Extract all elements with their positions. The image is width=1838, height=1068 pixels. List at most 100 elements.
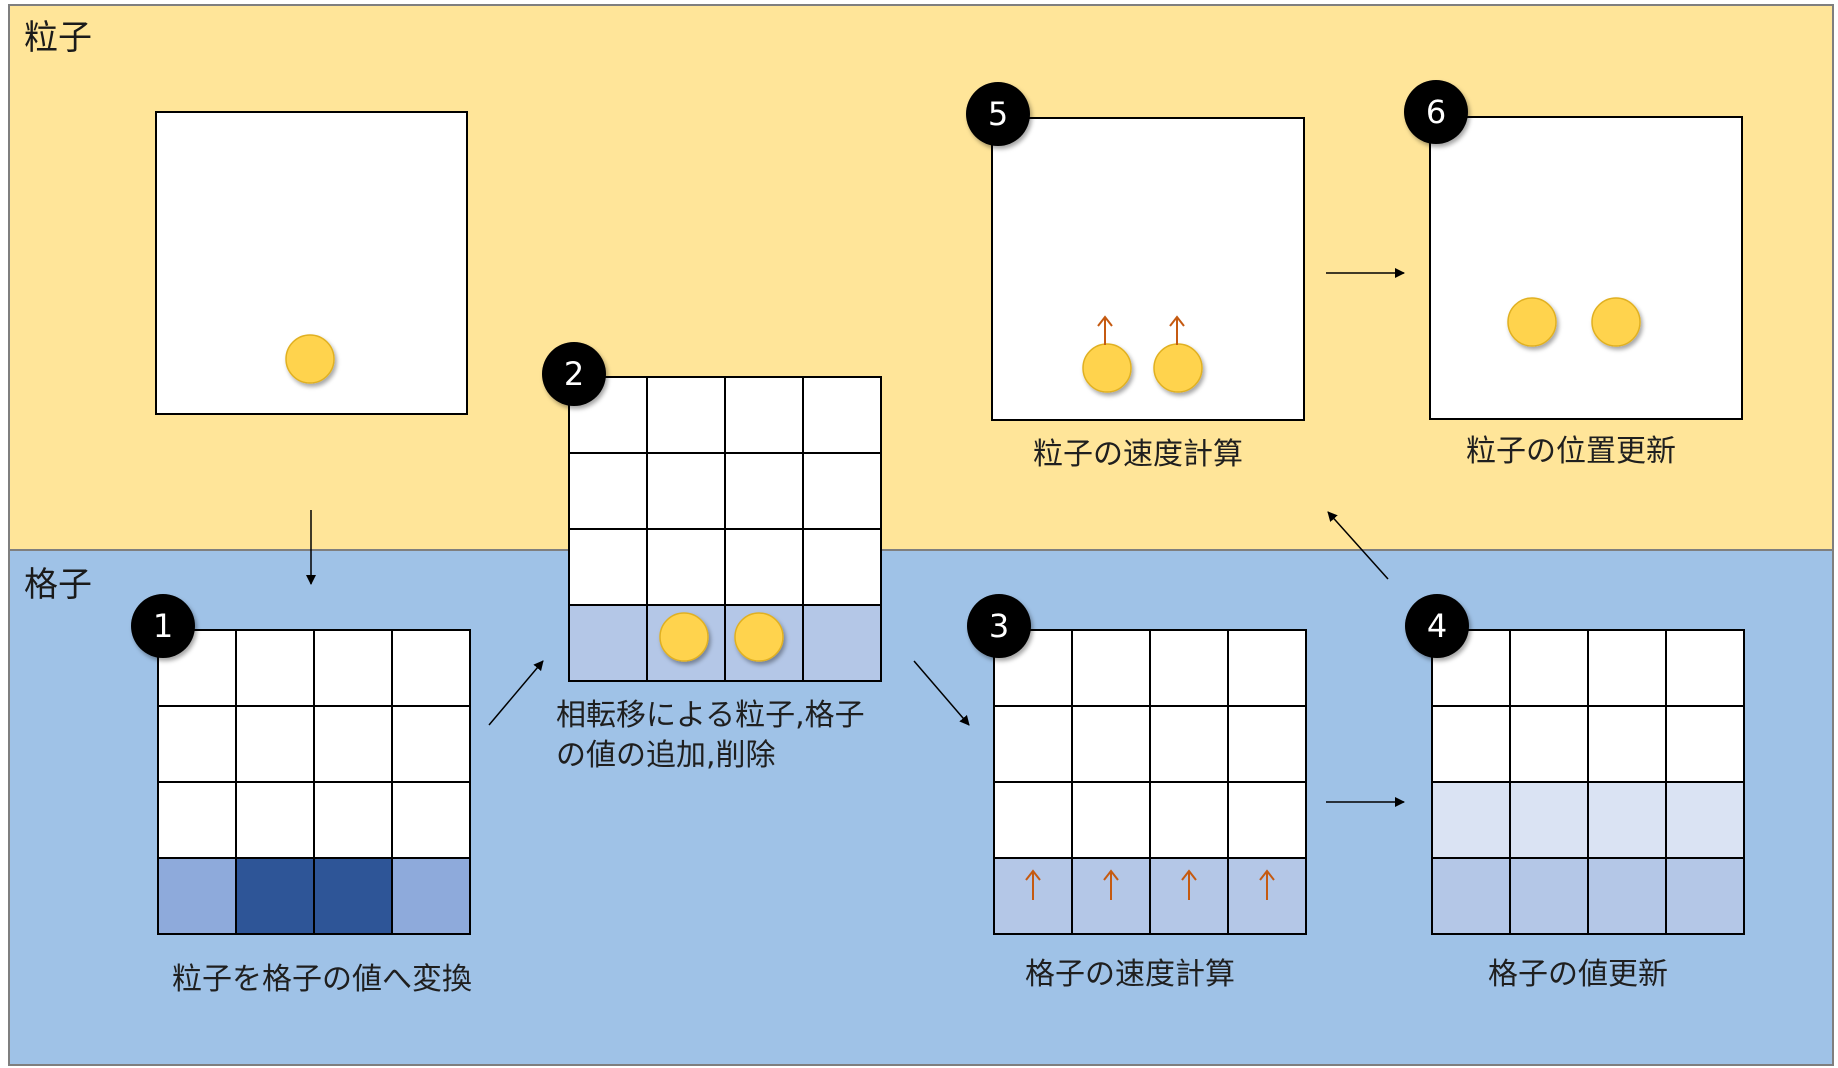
velocity-arrow [1097,315,1113,345]
particle-domain-step-5 [991,117,1305,421]
grid-step-3 [993,629,1307,935]
grid-cell [1071,781,1151,859]
step-badge-4: 4 [1405,594,1469,658]
velocity-arrow [1181,869,1197,900]
grid-cell [157,781,237,859]
grid-cell [1665,629,1745,707]
grid-cell [993,781,1073,859]
velocity-arrow [1025,869,1041,900]
grid-cell [1587,629,1667,707]
particle [734,612,784,662]
step-badge-1: 1 [131,594,195,658]
grid-cell [1227,781,1307,859]
step-3-caption: 格子の速度計算 [1025,957,1235,992]
grid-cell [1509,781,1589,859]
grid-cell [993,705,1073,783]
grid-step-4 [1431,629,1745,935]
flow-arrow-4-to-5 [1327,511,1389,580]
step-2-caption: 相転移による粒子,格子の値の追加,削除 [556,698,865,773]
grid-cell [646,376,726,454]
step-badge-3: 3 [967,594,1031,658]
grid-cell [391,629,471,707]
grid-cell [646,528,726,606]
step-number: 6 [1426,93,1446,131]
grid-cell [646,452,726,530]
grid-cell [235,781,315,859]
grid-cell [1665,857,1745,935]
grid-cell [1227,705,1307,783]
step-badge-6: 6 [1404,80,1468,144]
step-number: 5 [988,95,1008,133]
flow-arrow-1-to-2 [488,660,544,726]
grid-cell [157,705,237,783]
step-badge-2: 2 [542,342,606,406]
grid-cell [1431,705,1511,783]
grid-cell [724,528,804,606]
step-number: 1 [153,607,173,645]
grid-cell [568,528,648,606]
step-5-caption: 粒子の速度計算 [1033,437,1243,472]
grid-cell [1149,629,1229,707]
step-number: 2 [564,355,584,393]
grid-cell [1431,857,1511,935]
grid-cell [1587,857,1667,935]
grid-step-2 [568,376,882,682]
particle-domain-step-6 [1429,116,1743,420]
velocity-arrow [1169,315,1185,345]
grid-cell [1587,705,1667,783]
step-number: 4 [1427,607,1447,645]
grid-cell [313,705,393,783]
grid-cell [157,857,237,935]
grid-cell [1509,857,1589,935]
step-4-caption: 格子の値更新 [1488,957,1668,992]
step-badge-5: 5 [966,82,1030,146]
grid-cell [391,857,471,935]
grid-cell [1665,781,1745,859]
grid-section-title: 格子 [24,565,92,605]
grid-cell [235,629,315,707]
grid-cell [391,705,471,783]
particle-domain-box [991,117,1305,421]
grid-cell [1509,629,1589,707]
grid-cell [1587,781,1667,859]
grid-step-1 [157,629,471,935]
particle [1507,297,1557,347]
step-1-caption: 粒子を格子の値へ変換 [172,962,472,997]
particle [1591,297,1641,347]
grid-cell [802,376,882,454]
step-6-caption: 粒子の位置更新 [1466,434,1676,469]
particle [285,334,335,384]
grid-cell [313,629,393,707]
flow-arrow-2-to-3 [913,660,970,726]
grid-cell [568,604,648,682]
grid-cell [391,781,471,859]
grid-cell [1431,781,1511,859]
grid-cell [1665,705,1745,783]
velocity-arrow [1259,869,1275,900]
particle-section-title: 粒子 [24,18,92,58]
grid-cell [235,705,315,783]
grid-cell [1149,705,1229,783]
grid-cell [313,857,393,935]
grid-cell [568,452,648,530]
grid-cell [1509,705,1589,783]
particle [1153,343,1203,393]
grid-cell [724,452,804,530]
particle-domain-box [1429,116,1743,420]
grid-cell [802,604,882,682]
grid-cell [1227,629,1307,707]
step-number: 3 [989,607,1009,645]
grid-cell [313,781,393,859]
grid-cell [235,857,315,935]
grid-cell [1149,781,1229,859]
grid-cell [802,452,882,530]
grid-cell [1071,705,1151,783]
particle [659,612,709,662]
grid-cell [724,376,804,454]
particle [1082,343,1132,393]
grid-cell [1071,629,1151,707]
velocity-arrow [1103,869,1119,900]
grid-cell [802,528,882,606]
